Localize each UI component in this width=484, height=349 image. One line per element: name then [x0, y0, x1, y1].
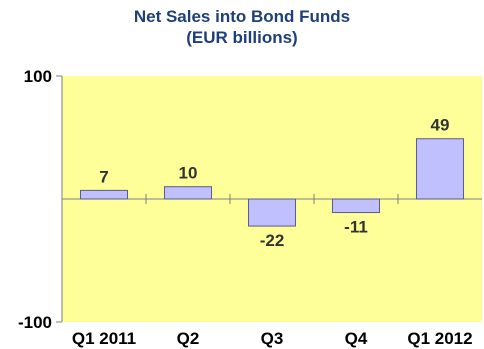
chart-title-block: Net Sales into Bond Funds (EUR billions)	[0, 6, 484, 48]
x-tick-label: Q1 2012	[407, 329, 472, 348]
x-tick-label: Q4	[345, 329, 368, 348]
x-tick-label: Q3	[261, 329, 284, 348]
data-label: -22	[260, 231, 285, 250]
data-label-group: 7 10 -22 -11 49	[99, 116, 449, 250]
y-tick-group: 100 -100	[18, 67, 62, 332]
bar	[247, 198, 297, 227]
bar	[331, 198, 381, 214]
x-tick-label: Q2	[177, 329, 200, 348]
y-tick-label: 100	[24, 67, 52, 86]
bar	[415, 138, 465, 200]
data-label: 49	[431, 116, 450, 135]
chart-title: Net Sales into Bond Funds	[133, 7, 351, 26]
x-tick-group	[145, 194, 399, 204]
bar	[163, 186, 213, 200]
data-label: 10	[179, 164, 198, 183]
data-label: -11	[344, 218, 368, 237]
y-tick-label: -100	[18, 313, 52, 332]
bar	[79, 189, 129, 200]
x-tick-label: Q1 2011	[72, 329, 136, 348]
data-label: 7	[99, 167, 108, 186]
chart-subtitle: (EUR billions)	[186, 28, 298, 47]
x-label-group: Q1 2011 Q2 Q3 Q4 Q1 2012	[72, 329, 473, 348]
bar-group	[79, 138, 465, 227]
